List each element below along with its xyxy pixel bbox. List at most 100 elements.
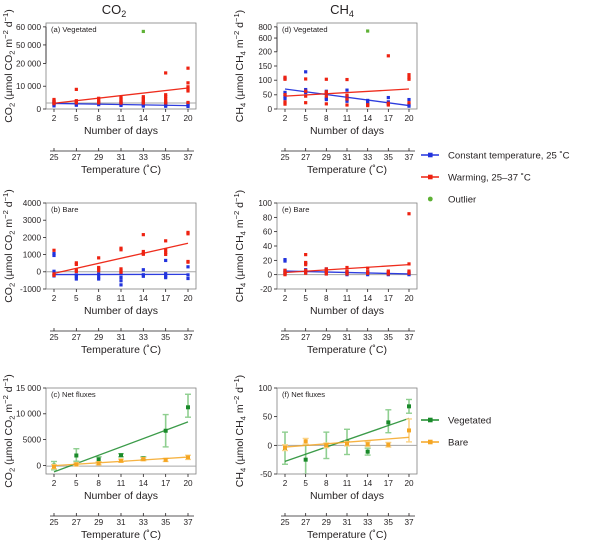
panel-b-data-point (52, 253, 56, 258)
panel-a-data-point (186, 66, 190, 70)
panel-c-temp-tick-label: 33 (139, 518, 149, 527)
panel-b-data-point (164, 272, 168, 276)
panel-d-data-point (345, 99, 349, 103)
panel-b-title: (b) Bare (51, 205, 78, 214)
panel-e-temp-axis-label: Temperature (˚C) (307, 344, 387, 356)
panel-b-data-point (74, 269, 78, 274)
panel-d-data-point (407, 104, 411, 108)
panel-d-data-point (283, 100, 287, 104)
panel-c-data-point (96, 457, 101, 462)
panel-a-data-point (97, 103, 101, 107)
panel-b-xtick-label: 20 (183, 294, 193, 303)
panel-a-xtick-label: 17 (161, 114, 171, 123)
panel-a-data-point (186, 85, 190, 89)
panel-e-data-point (324, 270, 328, 274)
panel-e-data-point (283, 268, 287, 272)
panel-e-data-point (407, 262, 411, 266)
panel-d-data-point (366, 98, 370, 103)
panel-e-ytick-label: 20 (263, 256, 273, 265)
panel-d-data-point (283, 90, 287, 95)
panel-d-data-point (304, 77, 308, 81)
panel-b-data-point (164, 248, 168, 252)
panel-b-data-point (141, 274, 145, 278)
legend-scatter-item[interactable]: Constant temperature, 25 ˚C (421, 150, 570, 161)
panel-b-data-point (164, 276, 168, 280)
panel-e-data-point (366, 271, 370, 275)
panel-a-data-point (119, 101, 123, 105)
panel-b-data-point (141, 252, 145, 256)
panel-d-ytick-label: 50 (263, 91, 273, 100)
panel-d-ytick-label: 600 (258, 34, 272, 43)
panel-d-data-point (407, 97, 411, 102)
panel-e-temp-tick-label: 33 (363, 333, 373, 342)
panel-d-data-point (283, 75, 287, 79)
panel-b-data (52, 230, 190, 287)
panel-d-ytick-label: 150 (258, 62, 272, 71)
panel-c-temp-axis-label: Temperature (˚C) (81, 529, 161, 541)
panel-b-xtick-label: 14 (139, 294, 149, 303)
panel-b-data-point (97, 277, 101, 281)
panel-a-data-point (74, 87, 78, 91)
panel-f-ytick-label: 50 (263, 413, 273, 422)
panel-d-data-point (345, 93, 349, 97)
panel-c-data-point (186, 405, 190, 410)
panel-a-data-point (74, 101, 78, 105)
panel-d-temp-tick-label: 35 (384, 153, 394, 162)
panel-e-xtick-label: 8 (324, 294, 329, 303)
panel-d-temp-tick-label: 29 (322, 153, 332, 162)
panel-b-data-point (164, 250, 168, 254)
panel-f-xaxis-label: Number of days (310, 490, 384, 502)
panel-f-xtick-label: 8 (324, 479, 329, 488)
legend-scatter: Constant temperature, 25 ˚C Warming, 25–3… (421, 150, 570, 205)
panel-e-data-point (304, 271, 308, 275)
panel-c-temp-tick-label: 29 (94, 518, 104, 527)
panel-c-ytick-label: 5000 (23, 436, 42, 445)
panel-b-data-point (141, 268, 145, 272)
panel-e-xtick-label: 20 (404, 294, 414, 303)
panel-a-temp-axis-label: Temperature (˚C) (81, 164, 161, 176)
panel-c-data-point (119, 453, 123, 458)
panel-d-data-point (304, 70, 308, 74)
legend-scatter-item[interactable]: Outlier (427, 194, 477, 205)
panel-a-data-point (164, 93, 168, 97)
panel-b-xtick-label: 5 (74, 294, 79, 303)
panel-f-data-point (303, 439, 308, 444)
panel-b-data-point (97, 256, 101, 260)
panel-b-temp-tick-label: 33 (139, 333, 149, 342)
panel-e-xtick-label: 17 (384, 294, 394, 303)
panel-f-temp-axis-label: Temperature (˚C) (307, 529, 387, 541)
panel-c-temp-tick-label: 37 (183, 518, 193, 527)
panel-e-data-point (407, 269, 411, 273)
legend-net-item[interactable]: Bare (421, 437, 468, 448)
panel-b-data-point (119, 279, 123, 283)
panel-f-temp-tick-label: 27 (301, 518, 311, 527)
panel-a-data-point (52, 102, 56, 106)
legend-net-item[interactable]: Vegetated (421, 415, 491, 426)
panel-d-data-point (304, 87, 308, 92)
panel-f-ytick-label: -50 (260, 470, 272, 479)
panel-c-xtick-label: 8 (96, 479, 101, 488)
column-title-co2: CO2 (102, 2, 127, 19)
panel-b-data-point (119, 270, 123, 274)
panel-f-xtick-label: 17 (384, 479, 394, 488)
panel-e-ytick-label: 80 (263, 213, 273, 222)
panel-e-data-point (304, 253, 308, 257)
panel-c-data-point (74, 453, 79, 458)
panel-b-data-point (186, 273, 190, 277)
panel-e-xtick-label: 14 (363, 294, 373, 303)
panel-b-data-point (97, 272, 101, 276)
panel-d-data-point (283, 97, 287, 101)
legend-scatter-item[interactable]: Warming, 25–37 ˚C (421, 172, 531, 183)
panel-c-data-point (186, 455, 190, 460)
panel-a-data-point (164, 101, 168, 105)
panel-d-xtick-label: 11 (343, 114, 352, 123)
legend-item-label: Outlier (448, 194, 477, 205)
panel-c-temp-tick-label: 31 (116, 518, 126, 527)
panel-d-xtick-label: 5 (303, 114, 308, 123)
panel-a-xaxis-label: Number of days (84, 125, 158, 137)
panel-b-data-point (164, 239, 168, 243)
panel-e-temp-tick-label: 31 (342, 333, 352, 342)
legend-item-label: Bare (448, 437, 468, 448)
